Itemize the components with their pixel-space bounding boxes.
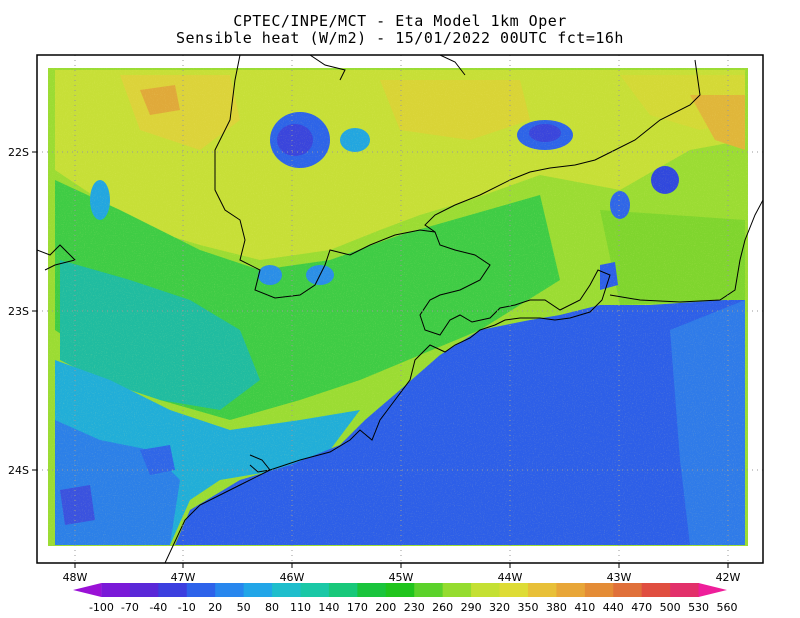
colorbar-label: 200 [375,601,396,614]
colorbar-swatch [414,583,444,597]
colorbar-label: 230 [404,601,425,614]
colorbar-label: 470 [631,601,652,614]
colorbar-swatch [129,583,159,597]
colorbar-label: -70 [121,601,139,614]
colorbar-swatch [584,583,614,597]
colorbar: -100 -70 -40 -10 20 50 80 110 140 170 200 230 260 290… [73,583,738,614]
colorbar-swatch [101,583,131,597]
colorbar-label: 290 [461,601,482,614]
lon-label-48w: 48W [63,571,88,584]
colorbar-swatch [73,583,102,597]
colorbar-label: 500 [660,601,681,614]
colorbar-label: 170 [347,601,368,614]
lat-label-22s: 22S [8,146,29,159]
lon-label-44w: 44W [498,571,523,584]
colorbar-label: 50 [237,601,251,614]
colorbar-label: 410 [574,601,595,614]
colorbar-swatch [556,583,586,597]
colorbar-label: 260 [432,601,453,614]
colorbar-label: -40 [149,601,167,614]
colorbar-swatch [641,583,671,597]
coastline-borders [37,55,763,563]
colorbar-label: 440 [603,601,624,614]
colorbar-label: 530 [688,601,709,614]
colorbar-label: 350 [517,601,538,614]
lon-label-43w: 43W [607,571,632,584]
colorbar-swatch [272,583,301,597]
colorbar-swatch [442,583,472,597]
colorbar-label: 380 [546,601,567,614]
colorbar-label: 80 [265,601,279,614]
colorbar-label: -10 [178,601,196,614]
map-title-line2: Sensible heat (W/m2) - 15/01/2022 00UTC … [176,29,624,47]
colorbar-swatch [186,583,216,597]
colorbar-swatch [357,583,387,597]
colorbar-swatch [499,583,529,597]
lat-label-23s: 23S [8,305,29,318]
colorbar-label: 20 [208,601,222,614]
lon-label-46w: 46W [280,571,305,584]
colorbar-label: -100 [89,601,114,614]
colorbar-label: 110 [290,601,311,614]
sensible-heat-field [48,68,748,546]
axis-ticks [32,151,729,568]
colorbar-swatch [613,583,643,597]
colorbar-swatch [698,583,727,597]
colorbar-swatch [243,583,273,597]
colorbar-label: 320 [489,601,510,614]
colorbar-swatch [527,583,557,597]
colorbar-label: 560 [717,601,738,614]
map-frame [36,54,764,564]
lon-label-45w: 45W [389,571,414,584]
colorbar-swatch [215,583,245,597]
colorbar-swatch [471,583,501,597]
colorbar-swatch [328,583,358,597]
lon-label-42w: 42W [716,571,741,584]
colorbar-swatch [670,583,700,597]
colorbar-label: 140 [318,601,339,614]
lon-label-47w: 47W [171,571,196,584]
colorbar-swatch [385,583,415,597]
colorbar-swatch [300,583,330,597]
graticule [37,55,763,563]
lat-label-24s: 24S [8,464,29,477]
map-title-line1: CPTEC/INPE/MCT - Eta Model 1km Oper [233,12,567,30]
colorbar-swatch [158,583,188,597]
